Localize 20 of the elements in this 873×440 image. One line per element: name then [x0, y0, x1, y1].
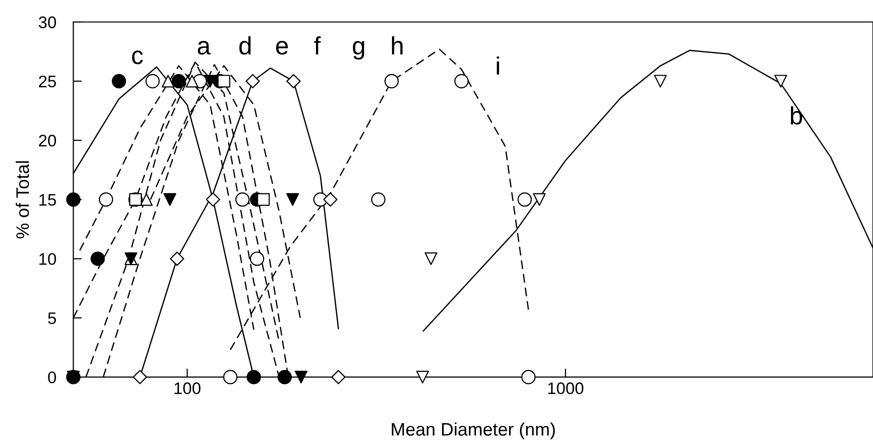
- annotation: f: [314, 36, 321, 54]
- x-axis-title: Mean Diameter (nm): [392, 422, 555, 440]
- y-tick-label: 30: [38, 16, 56, 28]
- y-tick-label: 5: [48, 312, 56, 324]
- annotation: b: [790, 106, 802, 125]
- annotation: e: [276, 40, 288, 55]
- y-tick-label: 20: [38, 134, 56, 147]
- y-axis-title: % of Total: [16, 161, 30, 238]
- annotation: a: [198, 40, 211, 55]
- annotation: i: [496, 56, 500, 75]
- annotation: h: [392, 36, 403, 54]
- y-tick-label: 0: [48, 371, 56, 384]
- annotation: d: [239, 36, 251, 55]
- annotation: c: [132, 50, 143, 64]
- x-tick-label: 100: [174, 382, 200, 394]
- annotation: g: [352, 40, 364, 60]
- x-tick-label: 1000: [548, 382, 584, 394]
- y-tick-label: 10: [39, 253, 56, 265]
- y-tick-label: 15: [39, 194, 56, 206]
- y-tick-label: 25: [38, 76, 56, 88]
